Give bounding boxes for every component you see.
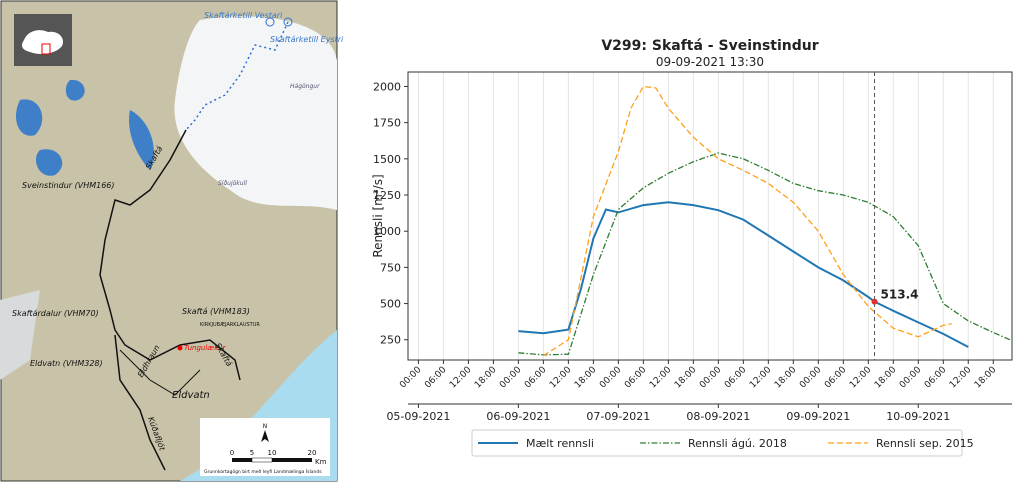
- cauldron: [283, 17, 293, 27]
- annotation-label: 513.4: [881, 288, 919, 302]
- x-tick-label: 00:00: [898, 365, 924, 391]
- x-tick-label: 06:00: [923, 365, 949, 391]
- scale-tick: 20: [308, 449, 317, 457]
- x-tick-label: 18:00: [973, 365, 999, 391]
- x-tick-label: 06:00: [623, 365, 649, 391]
- map-label: Eldvatn: [172, 390, 210, 401]
- y-tick-label: 500: [380, 298, 401, 311]
- x-tick-label: 12:00: [448, 365, 474, 391]
- x-tick-label: 06:00: [423, 365, 449, 391]
- map-label: Skaftárdalur (VHM70): [12, 309, 99, 318]
- series-line: [543, 85, 952, 357]
- map: Skaftárketill Vestari Skaftárketill Eyst…: [0, 0, 344, 482]
- date-tick-label: 05-09-2021: [386, 410, 450, 423]
- date-tick-label: 09-09-2021: [786, 410, 850, 423]
- y-tick-label: 2000: [373, 80, 401, 93]
- x-tick-label: 06:00: [823, 365, 849, 391]
- x-tick-label: 12:00: [648, 365, 674, 391]
- north-arrow: [261, 430, 269, 442]
- glacier: [174, 16, 337, 210]
- chart-title: V299: Skaftá - Sveinstindur: [601, 38, 818, 54]
- x-tick-label: 06:00: [523, 365, 549, 391]
- y-tick-label: 1500: [373, 153, 401, 166]
- scale-tick: 0: [230, 449, 234, 457]
- scale-bar: [251, 457, 273, 463]
- map-label: Sveinstindur (VHM166): [22, 181, 115, 190]
- y-axis-label: Rennsli [m³/s]: [371, 174, 385, 257]
- y-tick-label: 1750: [373, 117, 401, 130]
- chart-subtitle: 09-09-2021 13:30: [656, 55, 764, 69]
- date-tick-label: 08-09-2021: [686, 410, 750, 423]
- legend: [471, 429, 963, 457]
- river: [114, 334, 166, 471]
- y-tick-label: 750: [380, 261, 401, 274]
- x-tick-label: 12:00: [748, 365, 774, 391]
- date-tick-label: 10-09-2021: [886, 410, 950, 423]
- map-label: Skaftárketill Vestari: [204, 11, 283, 20]
- map-label: KIRKJUBÆJARKLAUSTUR: [200, 322, 260, 328]
- scale-tick: 10: [268, 449, 277, 457]
- legend-label: Mælt rennsli: [526, 437, 594, 450]
- credit: Grunnkortagögn birt með leyfi Landmæling…: [204, 468, 322, 475]
- legend-label: Rennsli sep. 2015: [876, 437, 974, 450]
- site: [177, 345, 183, 351]
- map-label: Tungulækur: [184, 344, 227, 352]
- x-tick-label: 12:00: [548, 365, 574, 391]
- x-tick-label: 18:00: [873, 365, 899, 391]
- inset-marker: [41, 43, 51, 55]
- x-tick-label: 18:00: [673, 365, 699, 391]
- x-tick-label: 00:00: [398, 365, 424, 391]
- plot-frame: [407, 71, 1013, 361]
- date-tick-label: 07-09-2021: [586, 410, 650, 423]
- north-label: N: [263, 423, 268, 430]
- x-tick-label: 18:00: [573, 365, 599, 391]
- x-tick-label: 00:00: [798, 365, 824, 391]
- y-tick-label: 250: [380, 334, 401, 347]
- cauldron: [265, 17, 275, 27]
- map-label: Síðujökull: [218, 180, 247, 187]
- chart: V299: Skaftá - Sveinstindur 09-09-2021 1…: [371, 38, 1013, 457]
- river: [119, 349, 201, 396]
- lake: [15, 79, 154, 176]
- inset-iceland: [22, 30, 64, 54]
- map-label: Hágöngur: [290, 83, 320, 90]
- scale-tick: 5: [250, 449, 254, 457]
- x-tick-label: 00:00: [698, 365, 724, 391]
- map-label: Skaftá (VHM183): [182, 307, 250, 316]
- scale-box: [200, 418, 330, 476]
- x-tick-label: 18:00: [773, 365, 799, 391]
- river: [99, 129, 241, 381]
- x-tick-label: 18:00: [473, 365, 499, 391]
- glacier: [0, 290, 40, 380]
- x-tick-label: 12:00: [948, 365, 974, 391]
- x-tick-label: 00:00: [598, 365, 624, 391]
- map-label: Eldvatn (VHM328): [30, 359, 103, 368]
- map-label: Skaftárketill Eystri: [270, 35, 344, 44]
- annotation-point: [871, 298, 878, 305]
- date-tick-label: 06-09-2021: [486, 410, 550, 423]
- scale-unit: Km: [315, 458, 327, 466]
- x-tick-label: 00:00: [498, 365, 524, 391]
- legend-label: Rennsli ágú. 2018: [688, 437, 787, 450]
- x-tick-label: 12:00: [848, 365, 874, 391]
- series-line: [518, 152, 1011, 356]
- series-line: [518, 201, 969, 348]
- y-tick-label: 1250: [373, 189, 401, 202]
- y-tick-label: 1000: [373, 225, 401, 238]
- x-tick-label: 06:00: [723, 365, 749, 391]
